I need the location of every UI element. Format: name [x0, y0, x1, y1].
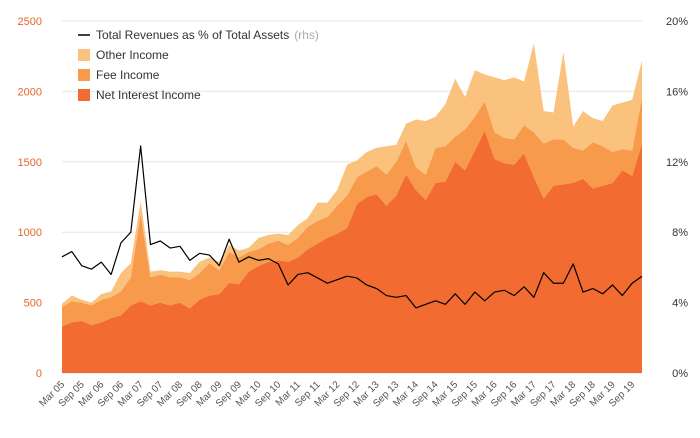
legend-label: Fee Income	[96, 68, 160, 82]
area-fee-income	[62, 97, 642, 327]
area-series-group	[62, 43, 642, 373]
legend-suffix-rhs: (rhs)	[294, 28, 319, 42]
y-tick-label-right: 20%	[666, 16, 688, 28]
legend-swatch	[78, 69, 90, 81]
legend-swatch	[78, 49, 90, 61]
legend-swatch	[78, 89, 90, 101]
y-tick-label-left: 500	[24, 298, 42, 310]
y-tick-label-right: 12%	[666, 157, 688, 169]
y-tick-label-left: 2500	[18, 16, 42, 28]
line-series-group	[61, 145, 643, 309]
line-total-revenues-pct	[61, 145, 643, 309]
y-tick-label-left: 2000	[18, 86, 42, 98]
y-tick-label-right: 16%	[666, 86, 688, 98]
y-tick-label-right: 8%	[672, 227, 688, 239]
area-net-interest-income	[62, 130, 642, 373]
legend-label: Other Income	[96, 48, 169, 62]
legend: Total Revenues as % of Total Assets (rhs)…	[78, 28, 319, 102]
legend-label-line: Total Revenues as % of Total Assets	[96, 28, 289, 42]
y-tick-label-right: 4%	[672, 298, 688, 310]
y-tick-label-left: 1000	[18, 227, 42, 239]
y-tick-label-right: 0%	[672, 368, 688, 380]
legend-label: Net Interest Income	[96, 88, 201, 102]
area-other-income	[62, 43, 642, 307]
y-tick-label-left: 1500	[18, 157, 42, 169]
y-tick-label-left: 0	[36, 368, 42, 380]
